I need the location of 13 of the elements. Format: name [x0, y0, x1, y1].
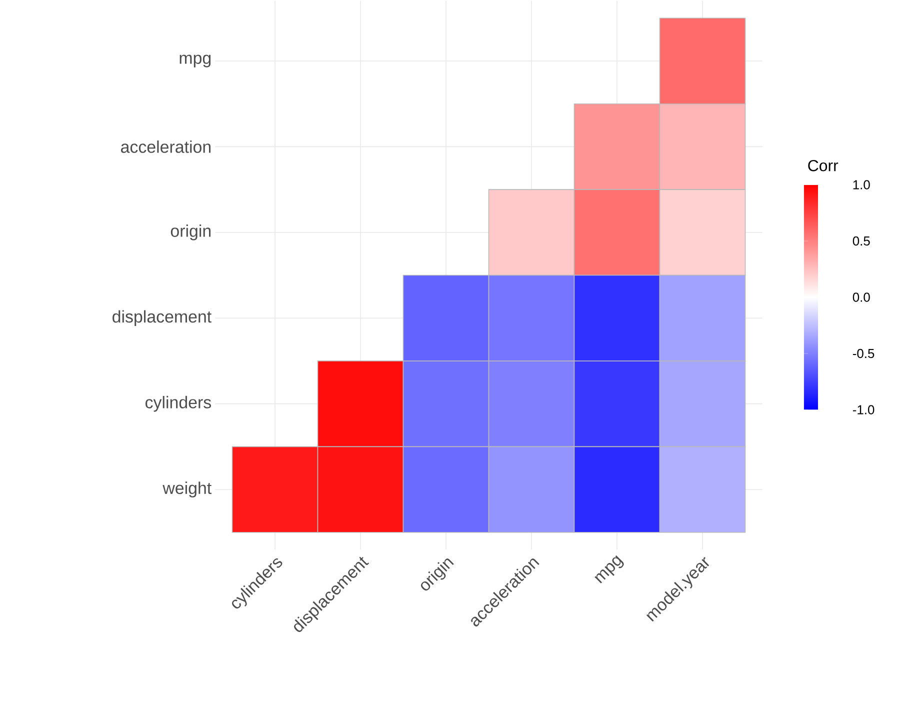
y-tick-label: cylinders [146, 396, 212, 412]
y-tick-label: origin [170, 224, 211, 240]
y-tick-label: displacement [112, 310, 212, 326]
y-tick-label: weight [162, 482, 212, 498]
color-bar-label: 1.0 [853, 180, 870, 190]
color-bar-title: Corr [808, 160, 838, 172]
color-bar-label: -0.5 [852, 348, 874, 358]
y-tick-label: acceleration [121, 140, 211, 153]
color-bar-label: 0.5 [852, 236, 870, 246]
y-tick-label: mpg [180, 54, 211, 68]
color-bar-label: 0.0 [852, 292, 870, 302]
color-bar-label: -1.0 [852, 405, 874, 414]
x-tick-label: mpg [594, 555, 624, 584]
